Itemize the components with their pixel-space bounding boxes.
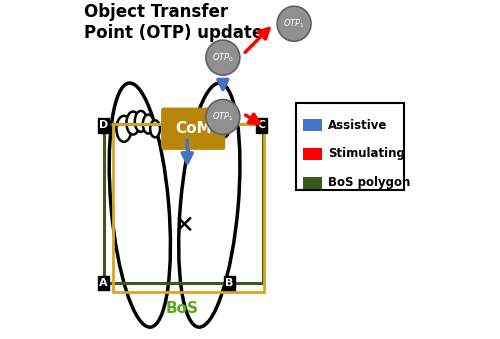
Ellipse shape (116, 116, 132, 142)
Text: Assistive: Assistive (328, 119, 388, 132)
Bar (303, 119, 322, 131)
Text: BoS polygon: BoS polygon (328, 176, 410, 189)
Text: A: A (99, 278, 108, 288)
Ellipse shape (196, 112, 209, 135)
Bar (303, 177, 322, 189)
Bar (224, 276, 235, 291)
Text: $OTP_0$: $OTP_0$ (212, 52, 234, 64)
Ellipse shape (150, 120, 160, 137)
Ellipse shape (178, 83, 240, 327)
Text: ✕: ✕ (174, 214, 195, 237)
Ellipse shape (143, 115, 154, 134)
Bar (256, 118, 268, 133)
Text: C: C (258, 120, 266, 131)
Text: D: D (99, 120, 108, 131)
Ellipse shape (212, 115, 223, 134)
Ellipse shape (206, 40, 240, 75)
Bar (98, 118, 109, 133)
Text: $OTP_1$: $OTP_1$ (283, 18, 305, 30)
Bar (296, 103, 404, 190)
Text: Object Transfer
Point (OTP) update: Object Transfer Point (OTP) update (84, 3, 263, 42)
Ellipse shape (277, 6, 311, 41)
Text: CoM: CoM (175, 121, 212, 136)
Bar (112, 124, 264, 292)
Text: BoS: BoS (166, 301, 198, 316)
Text: B: B (226, 278, 234, 288)
Ellipse shape (186, 116, 201, 142)
Ellipse shape (135, 111, 147, 132)
Bar (98, 276, 109, 291)
FancyBboxPatch shape (162, 108, 224, 149)
Ellipse shape (109, 83, 170, 327)
Ellipse shape (220, 120, 229, 137)
Ellipse shape (206, 99, 240, 135)
Text: Stimulating: Stimulating (328, 147, 405, 160)
Ellipse shape (204, 111, 216, 132)
Bar (303, 148, 322, 160)
Ellipse shape (126, 112, 140, 135)
Text: $OTP_1$: $OTP_1$ (212, 111, 234, 123)
Bar (104, 124, 263, 283)
